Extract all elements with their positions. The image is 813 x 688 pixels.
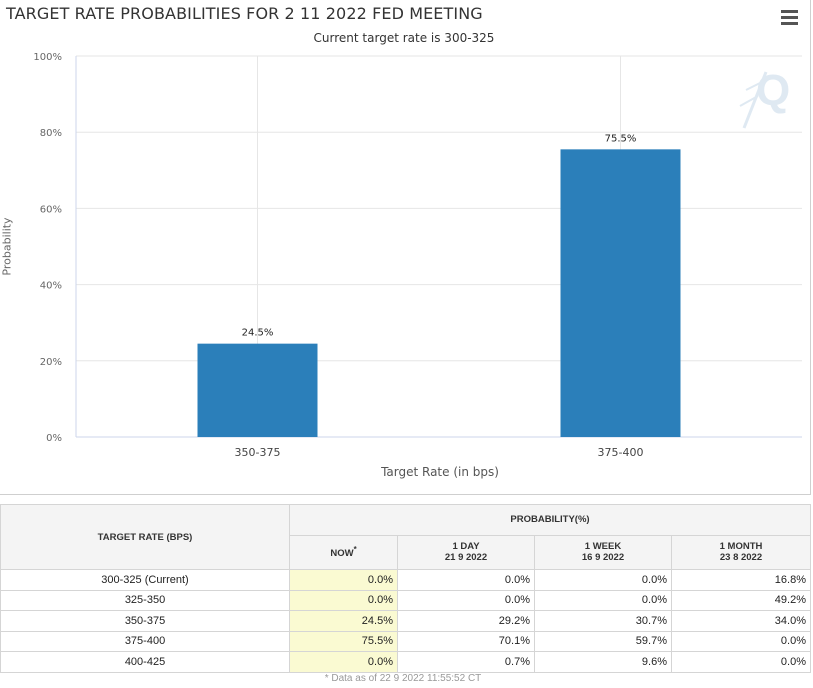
header-1week: 1 WEEK 16 9 2022 xyxy=(534,534,672,571)
header-target-rate: TARGET RATE (BPS) xyxy=(0,504,290,570)
one-week-cell: 59.7% xyxy=(534,630,672,652)
bar xyxy=(560,149,681,437)
now-cell: 0.0% xyxy=(289,569,398,591)
one-week-cell: 30.7% xyxy=(534,610,672,632)
x-tick-label: 350-375 xyxy=(235,446,281,459)
chart-title: TARGET RATE PROBABILITIES FOR 2 11 2022 … xyxy=(6,4,483,23)
table-row: 350-375 24.5% 29.2% 30.7% 34.0% xyxy=(0,610,811,632)
now-cell: 75.5% xyxy=(289,630,398,652)
bar-plot: 0% 20% 40% 60% 80% 100% 24.5% 350-375 75.5% 375-4… xyxy=(33,52,802,459)
one-month-cell: 0.0% xyxy=(671,630,811,652)
x-axis-label: Target Rate (in bps) xyxy=(381,465,499,479)
menu-icon[interactable] xyxy=(781,10,798,27)
table-row: 325-350 0.0% 0.0% 0.0% 49.2% xyxy=(0,589,811,611)
bar xyxy=(197,343,318,437)
one-day-cell: 0.0% xyxy=(397,589,535,611)
data-timestamp-footnote: * Data as of 22 9 2022 11:55:52 CT xyxy=(324,673,482,684)
rate-cell: 350-375 xyxy=(0,610,290,632)
one-week-cell: 0.0% xyxy=(534,589,672,611)
now-cell: 24.5% xyxy=(289,610,398,632)
now-cell: 0.0% xyxy=(289,589,398,611)
table-row: 375-400 75.5% 70.1% 59.7% 0.0% xyxy=(0,630,811,652)
rate-cell: 400-425 xyxy=(0,651,290,673)
y-tick-label: 0% xyxy=(46,433,62,444)
rate-cell: 300-325 (Current) xyxy=(0,569,290,591)
one-day-cell: 0.7% xyxy=(397,651,535,673)
y-tick-label: 80% xyxy=(40,128,62,139)
logo-letter: Q xyxy=(756,66,791,115)
header-probability: PROBABILITY(%) xyxy=(289,504,811,536)
bar-data-label: 24.5% xyxy=(242,328,274,339)
probability-table: TARGET RATE (BPS) PROBABILITY(%) NOW* 1 … xyxy=(0,504,811,673)
chart-subtitle: Current target rate is 300-325 xyxy=(313,31,495,45)
now-cell: 0.0% xyxy=(289,651,398,673)
logo-icon: Q xyxy=(738,66,790,132)
one-day-cell: 70.1% xyxy=(397,630,535,652)
one-month-cell: 49.2% xyxy=(671,589,811,611)
one-day-cell: 0.0% xyxy=(397,569,535,591)
table-row: 300-325 (Current) 0.0% 0.0% 0.0% 16.8% xyxy=(0,569,811,591)
y-tick-label: 40% xyxy=(40,281,62,292)
rate-cell: 375-400 xyxy=(0,630,290,652)
chart-container: TARGET RATE PROBABILITIES FOR 2 11 2022 … xyxy=(0,0,811,495)
one-week-cell: 0.0% xyxy=(534,569,672,591)
header-1month: 1 MONTH 23 8 2022 xyxy=(671,534,811,571)
one-month-cell: 34.0% xyxy=(671,610,811,632)
one-week-cell: 9.6% xyxy=(534,651,672,673)
bar-data-label: 75.5% xyxy=(605,133,637,144)
y-axis-label: Probability xyxy=(0,217,14,276)
y-tick-label: 60% xyxy=(40,204,62,215)
y-tick-label: 20% xyxy=(40,357,62,368)
rate-cell: 325-350 xyxy=(0,589,290,611)
one-month-cell: 16.8% xyxy=(671,569,811,591)
one-day-cell: 29.2% xyxy=(397,610,535,632)
header-now: NOW* xyxy=(289,534,398,571)
header-1day: 1 DAY 21 9 2022 xyxy=(397,534,535,571)
y-tick-label: 100% xyxy=(33,52,62,63)
x-tick-label: 375-400 xyxy=(598,446,644,459)
table-row: 400-425 0.0% 0.7% 9.6% 0.0% xyxy=(0,651,811,673)
one-month-cell: 0.0% xyxy=(671,651,811,673)
